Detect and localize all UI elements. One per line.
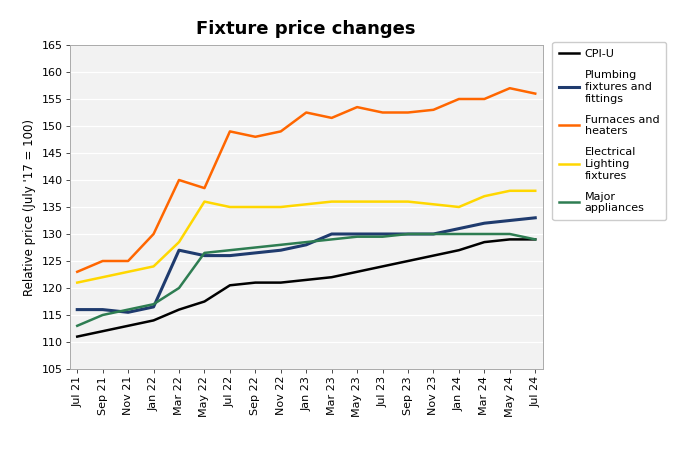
Y-axis label: Relative price (July '17 = 100): Relative price (July '17 = 100) <box>23 118 36 296</box>
Legend: CPI-U, Plumbing
fixtures and
fittings, Furnaces and
heaters, Electrical
Lighting: CPI-U, Plumbing fixtures and fittings, F… <box>553 42 666 220</box>
Title: Fixture price changes: Fixture price changes <box>196 20 416 38</box>
